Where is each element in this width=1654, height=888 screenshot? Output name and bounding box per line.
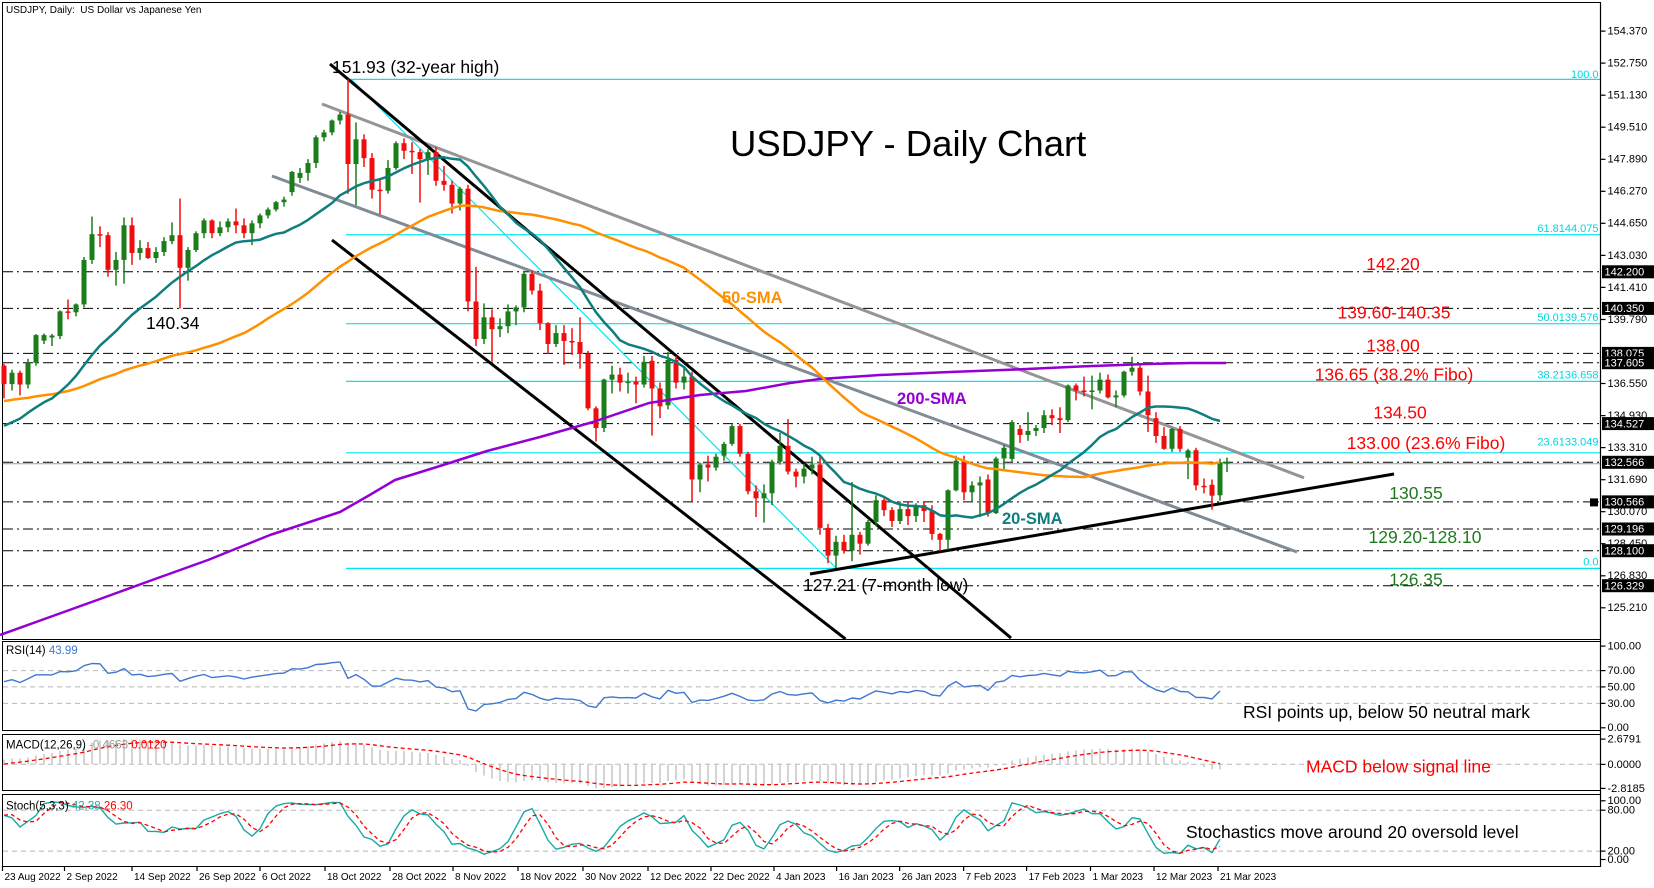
svg-text:126.35: 126.35: [1389, 570, 1443, 590]
svg-text:MACD below signal line: MACD below signal line: [1306, 757, 1491, 777]
svg-text:136.65 (38.2% Fibo): 136.65 (38.2% Fibo): [1315, 365, 1474, 385]
svg-text:61.8144.075: 61.8144.075: [1537, 223, 1598, 235]
svg-text:139.790: 139.790: [1608, 314, 1648, 326]
svg-text:Stochastics move around 20 ove: Stochastics move around 20 oversold leve…: [1186, 822, 1519, 842]
svg-text:7 Feb 2023: 7 Feb 2023: [966, 872, 1017, 883]
svg-text:0.00: 0.00: [1608, 722, 1629, 734]
svg-text:200-SMA: 200-SMA: [897, 390, 967, 408]
svg-text:38.2136.658: 38.2136.658: [1537, 370, 1598, 382]
svg-text:151.93 (32-year high): 151.93 (32-year high): [332, 57, 499, 77]
svg-text:1 Mar 2023: 1 Mar 2023: [1093, 872, 1144, 883]
svg-text:14 Sep 2022: 14 Sep 2022: [134, 872, 191, 883]
svg-text:146.270: 146.270: [1608, 186, 1648, 198]
svg-text:140.350: 140.350: [1605, 303, 1645, 315]
svg-text:126.329: 126.329: [1605, 580, 1645, 592]
svg-text:134.50: 134.50: [1373, 403, 1427, 423]
svg-text:0.0: 0.0: [1583, 557, 1598, 569]
svg-text:20.00: 20.00: [1608, 846, 1636, 858]
svg-text:8 Nov 2022: 8 Nov 2022: [455, 872, 507, 883]
svg-text:23 Aug 2022: 23 Aug 2022: [5, 872, 62, 883]
svg-text:100.00: 100.00: [1608, 795, 1642, 807]
svg-text:Stoch(5,3,3) 42.38 26.30: Stoch(5,3,3) 42.38 26.30: [6, 801, 133, 813]
svg-text:30 Nov 2022: 30 Nov 2022: [585, 872, 642, 883]
svg-text:133.310: 133.310: [1608, 442, 1648, 454]
svg-text:140.34: 140.34: [146, 313, 200, 333]
svg-text:136.550: 136.550: [1608, 378, 1648, 390]
svg-text:154.370: 154.370: [1608, 26, 1648, 38]
svg-text:129.20-128.10: 129.20-128.10: [1369, 527, 1482, 547]
svg-text:30.00: 30.00: [1608, 698, 1636, 710]
svg-text:16 Jan 2023: 16 Jan 2023: [839, 872, 894, 883]
svg-text:100.00: 100.00: [1608, 641, 1642, 653]
svg-text:130.070: 130.070: [1608, 506, 1648, 518]
svg-text:127.21 (7-month low): 127.21 (7-month low): [803, 575, 968, 595]
svg-text:4 Jan 2023: 4 Jan 2023: [776, 872, 826, 883]
svg-text:28 Oct 2022: 28 Oct 2022: [392, 872, 447, 883]
svg-text:50.00: 50.00: [1608, 681, 1636, 693]
svg-text:80.00: 80.00: [1608, 805, 1636, 817]
svg-text:50.0139.576: 50.0139.576: [1537, 312, 1598, 324]
svg-text:6 Oct 2022: 6 Oct 2022: [262, 872, 311, 883]
svg-text:128.100: 128.100: [1605, 545, 1645, 557]
svg-text:12 Mar 2023: 12 Mar 2023: [1156, 872, 1213, 883]
svg-text:133.00 (23.6% Fibo): 133.00 (23.6% Fibo): [1347, 433, 1506, 453]
svg-text:129.196: 129.196: [1605, 524, 1645, 536]
svg-text:26 Sep 2022: 26 Sep 2022: [199, 872, 256, 883]
svg-text:21 Mar 2023: 21 Mar 2023: [1220, 872, 1277, 883]
svg-text:132.566: 132.566: [1605, 457, 1645, 469]
svg-text:137.605: 137.605: [1605, 357, 1645, 369]
svg-text:70.00: 70.00: [1608, 665, 1636, 677]
svg-text:RSI(14) 43.99: RSI(14) 43.99: [6, 645, 78, 657]
svg-text:MACD(12,26,9) -0.4663 0.0120: MACD(12,26,9) -0.4663 0.0120: [6, 740, 167, 752]
svg-text:RSI points up, below 50 neutra: RSI points up, below 50 neutral mark: [1243, 702, 1530, 722]
svg-text:2 Sep 2022: 2 Sep 2022: [67, 872, 119, 883]
svg-text:22 Dec 2022: 22 Dec 2022: [713, 872, 770, 883]
svg-text:143.030: 143.030: [1608, 250, 1648, 262]
svg-text:142.20: 142.20: [1366, 254, 1420, 274]
svg-text:151.130: 151.130: [1608, 90, 1648, 102]
svg-text:12 Dec 2022: 12 Dec 2022: [650, 872, 707, 883]
svg-text:2.6791: 2.6791: [1608, 734, 1642, 746]
svg-text:0.00: 0.00: [1608, 854, 1629, 866]
svg-text:0.0000: 0.0000: [1608, 759, 1642, 771]
svg-text:125.210: 125.210: [1608, 602, 1648, 614]
svg-text:139.60-140.35: 139.60-140.35: [1338, 303, 1451, 323]
svg-text:142.200: 142.200: [1605, 267, 1645, 279]
svg-text:149.510: 149.510: [1608, 122, 1648, 134]
svg-text:17 Feb 2023: 17 Feb 2023: [1029, 872, 1086, 883]
svg-text:152.750: 152.750: [1608, 58, 1648, 70]
svg-text:18 Nov 2022: 18 Nov 2022: [520, 872, 577, 883]
svg-text:144.650: 144.650: [1608, 218, 1648, 230]
svg-text:130.566: 130.566: [1605, 497, 1645, 509]
svg-text:18 Oct 2022: 18 Oct 2022: [327, 872, 382, 883]
svg-text:26 Jan 2023: 26 Jan 2023: [902, 872, 957, 883]
svg-text:130.55: 130.55: [1389, 483, 1443, 503]
svg-text:50-SMA: 50-SMA: [722, 289, 783, 307]
svg-text:20-SMA: 20-SMA: [1002, 510, 1063, 528]
svg-text:23.6133.049: 23.6133.049: [1537, 437, 1598, 449]
svg-text:100.0: 100.0: [1571, 69, 1599, 81]
svg-text:USDJPY - Daily Chart: USDJPY - Daily Chart: [730, 123, 1086, 164]
svg-text:147.890: 147.890: [1608, 154, 1648, 166]
svg-text:-2.8185: -2.8185: [1608, 783, 1645, 795]
svg-text:141.410: 141.410: [1608, 282, 1648, 294]
svg-text:138.00: 138.00: [1366, 336, 1420, 356]
svg-text:USDJPY, Daily: US Dollar vs J: USDJPY, Daily: US Dollar vs Japanese Yen: [6, 5, 201, 16]
svg-text:131.690: 131.690: [1608, 474, 1648, 486]
svg-text:134.527: 134.527: [1605, 418, 1645, 430]
